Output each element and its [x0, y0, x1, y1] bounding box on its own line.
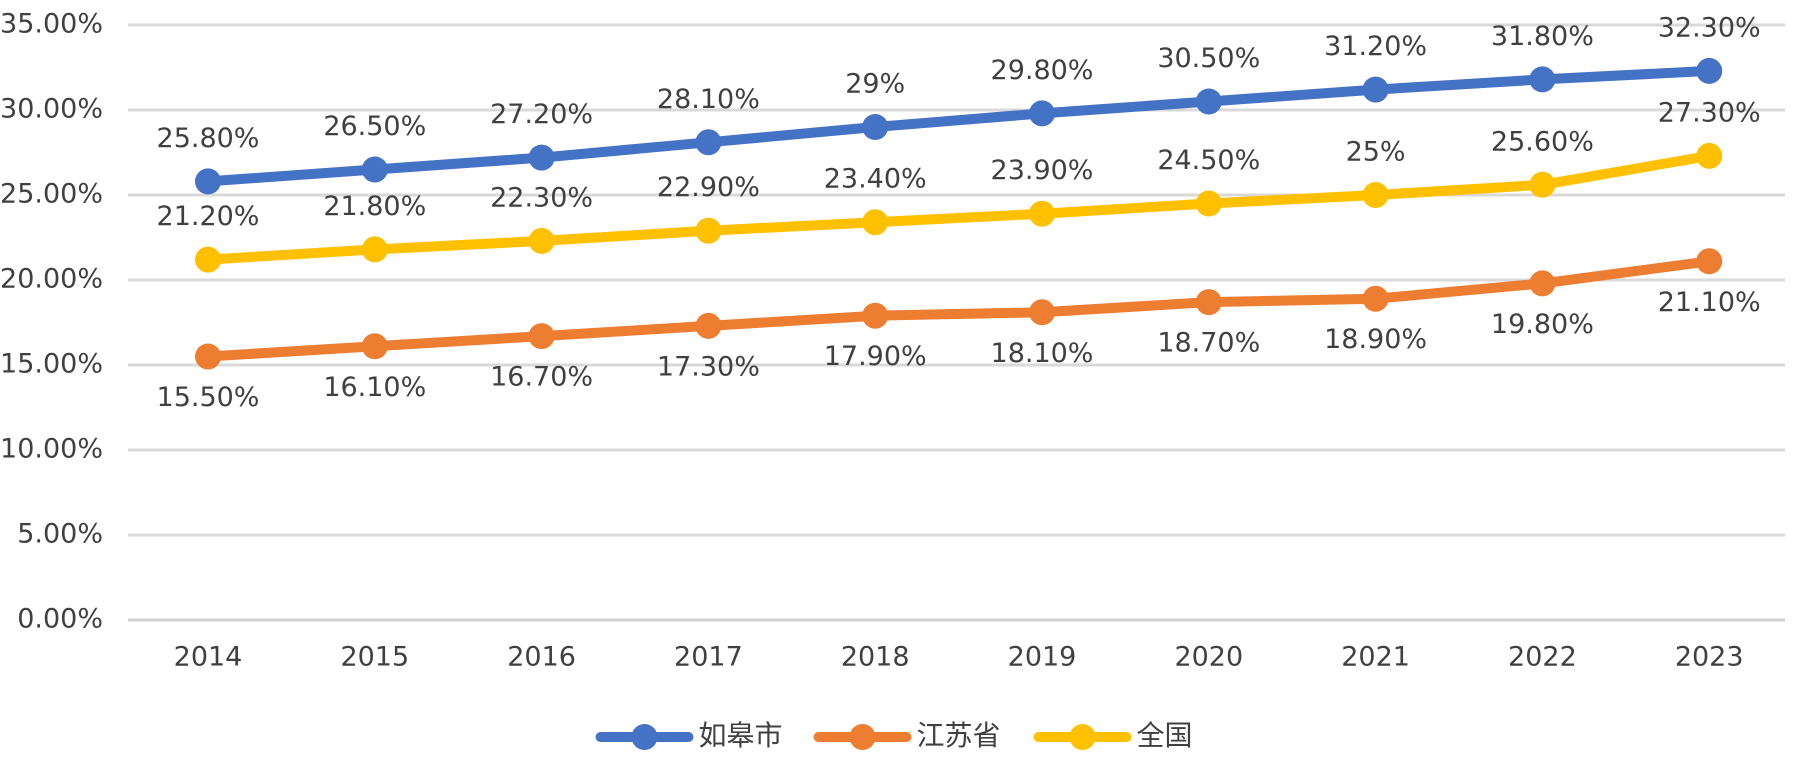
data-label: 18.10%: [991, 338, 1094, 369]
y-axis: 0.00% 5.00% 10.00% 15.00% 20.00% 25.00% 30.00%…: [0, 9, 103, 635]
legend-item-1: 如皋市: [595, 719, 783, 752]
data-label: 18.90%: [1324, 324, 1427, 355]
data-point: [195, 246, 221, 273]
data-point: [1195, 88, 1222, 115]
data-point: [1195, 289, 1222, 316]
data-label: 17.90%: [824, 341, 927, 372]
data-point: [862, 209, 889, 236]
data-point: [1362, 182, 1389, 208]
legend-label: 江苏省: [917, 719, 1001, 752]
legend-swatch-marker: [849, 724, 876, 750]
data-label: 15.50%: [157, 382, 260, 413]
y-tick-label: 15.00%: [0, 349, 103, 380]
legend: 如皋市 江苏省 全国: [595, 719, 1193, 752]
data-point: [1029, 100, 1055, 127]
y-tick-label: 0.00%: [17, 604, 103, 635]
y-tick-label: 30.00%: [0, 94, 103, 125]
data-point: [361, 236, 388, 263]
data-label: 19.80%: [1491, 309, 1594, 340]
data-label: 31.80%: [1491, 21, 1594, 52]
y-tick-label: 20.00%: [0, 264, 103, 295]
data-label: 29%: [845, 69, 905, 100]
data-point: [1362, 285, 1389, 312]
x-tick-label: 2021: [1341, 642, 1410, 673]
data-point: [361, 156, 388, 183]
data-point: [1195, 190, 1222, 217]
legend-item-2: 江苏省: [813, 719, 1001, 752]
data-point: [862, 302, 889, 329]
legend-item-3: 全国: [1033, 719, 1193, 752]
data-label: 23.40%: [824, 164, 927, 195]
x-tick-label: 2020: [1174, 642, 1243, 673]
series-group: [195, 57, 1723, 370]
y-tick-label: 5.00%: [17, 519, 103, 550]
data-point: [695, 312, 722, 339]
x-tick-label: 2015: [340, 642, 409, 673]
series-line-2: [203, 256, 1715, 362]
legend-swatch-marker: [1069, 724, 1096, 750]
x-axis: 2014 2015 2016 2017 2018 2019 2020 2021 2022 2023: [174, 642, 1744, 673]
data-label: 25.80%: [157, 123, 260, 154]
data-point: [528, 323, 555, 350]
x-tick-label: 2019: [1008, 642, 1077, 673]
data-label: 31.20%: [1324, 31, 1427, 62]
data-label: 16.70%: [490, 362, 593, 393]
data-label: 28.10%: [657, 84, 760, 115]
data-point: [1029, 299, 1055, 326]
data-label: 22.90%: [657, 172, 760, 203]
data-point: [195, 168, 221, 195]
data-point: [195, 343, 221, 370]
y-tick-label: 25.00%: [0, 179, 103, 210]
data-point: [1529, 270, 1556, 297]
data-label: 18.70%: [1157, 328, 1260, 359]
legend-label: 如皋市: [699, 719, 783, 752]
data-label: 25%: [1346, 137, 1406, 168]
x-tick-label: 2016: [507, 642, 576, 673]
data-label: 32.30%: [1658, 12, 1761, 43]
data-label: 16.10%: [323, 372, 426, 403]
data-label: 26.50%: [323, 111, 426, 142]
data-label: 21.10%: [1658, 287, 1761, 318]
y-tick-label: 35.00%: [0, 9, 103, 40]
data-point: [1696, 248, 1723, 275]
x-tick-label: 2023: [1675, 642, 1744, 673]
data-label: 30.50%: [1157, 43, 1260, 74]
y-tick-label: 10.00%: [0, 434, 103, 465]
series-line-3: [203, 150, 1715, 265]
gridlines: [128, 23, 1785, 622]
data-label: 29.80%: [991, 55, 1094, 86]
x-tick-label: 2014: [174, 642, 243, 673]
data-label: 24.50%: [1157, 145, 1260, 176]
data-point: [1529, 66, 1556, 93]
data-point: [1029, 200, 1055, 227]
x-tick-label: 2022: [1508, 642, 1577, 673]
data-point: [528, 144, 555, 171]
data-label: 25.60%: [1491, 126, 1594, 157]
data-point: [528, 227, 555, 254]
data-point: [1696, 142, 1723, 169]
data-point: [1362, 76, 1389, 103]
data-label: 22.30%: [490, 182, 593, 213]
data-label: 17.30%: [657, 351, 760, 382]
data-point: [1529, 171, 1556, 198]
series-line-1: [203, 65, 1715, 187]
legend-label: 全国: [1137, 719, 1193, 752]
data-labels: 25.80% 26.50% 27.20% 28.10% 29% 29.80% 30.50% 3…: [157, 12, 1761, 413]
data-label: 27.30%: [1658, 97, 1761, 128]
legend-swatch-marker: [631, 724, 658, 750]
data-point: [695, 217, 722, 244]
data-label: 21.80%: [323, 191, 426, 222]
x-tick-label: 2018: [841, 642, 910, 673]
data-point: [862, 114, 889, 140]
data-point: [361, 333, 388, 360]
data-point: [1696, 57, 1723, 84]
data-point: [695, 129, 722, 156]
x-tick-label: 2017: [674, 642, 743, 673]
data-label: 21.20%: [157, 201, 260, 232]
data-label: 27.20%: [490, 99, 593, 130]
data-label: 23.90%: [991, 155, 1094, 186]
